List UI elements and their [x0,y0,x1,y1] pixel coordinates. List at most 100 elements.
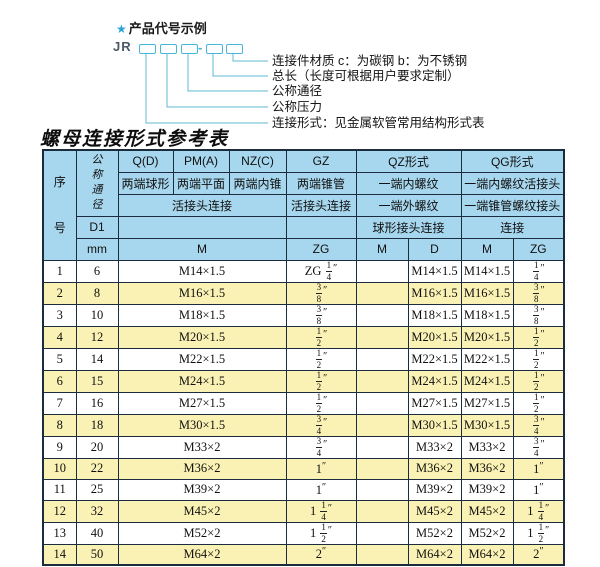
cell-qg-zg: 1 2 ″ [512,369,565,393]
cell-qg-m: M27×1.5 [460,391,514,415]
cell-gz: ZG 1 4 ″ [285,259,357,283]
cell-qg-zg: 3 4 ″ [512,435,565,459]
col-header-qd: Q(D) [117,149,174,173]
cell-qz-m [355,391,409,415]
code-label-diameter: 公称通径 [272,84,323,98]
cell-gz: 3 8 ″ [285,281,357,305]
cell-dn: 22 [75,457,119,480]
cell-dn: 10 [75,303,119,327]
cell-qg-m: M16×1.5 [460,281,514,305]
cell-dn: 14 [75,347,119,371]
cell-gz: 3 4 ″ [285,435,357,459]
cell-no: 11 [42,478,77,501]
cell-qz-m [355,259,409,283]
cell-qz-d: M36×2 [407,457,462,480]
cell-qz-m [355,521,409,545]
table-row: 14 50 M64×2 2″ M64×2 M64×2 2″ [42,543,565,566]
code-label-pressure: 公称压力 [272,100,323,114]
col-header-seq: 序号 [42,149,77,261]
inch-mark: ″ [540,394,545,406]
inch-mark: ″ [539,546,544,558]
col-header-seq-text: 序号 [53,175,66,236]
cell-gz: 2″ [285,543,357,566]
col-header-gz: GZ [285,149,357,173]
cell-no: 1 [42,259,77,283]
cell-qz-d: M52×2 [407,521,462,545]
col-header-m2: M [355,237,409,261]
cell-qz-d: M45×2 [407,499,462,523]
cell-qg-m: M18×1.5 [460,303,514,327]
desc-gz: 两端锥管 [285,171,357,195]
cell-no: 8 [42,413,77,437]
cell-qz-m [355,478,409,501]
table-row: 2 8 M16×1.5 3 8 ″ M16×1.5 M16×1.5 3 8 ″ [42,281,565,305]
cell-qg-zg: 3 4 ″ [512,413,565,437]
inch-mark: ″ [540,350,545,362]
cell-gz: 1″ [285,457,357,480]
inch-mark: ″ [323,416,328,428]
cell-m: M33×2 [117,435,287,459]
inch-mark: ″ [323,438,328,450]
cell-qz-d: M14×1.5 [407,259,462,283]
cell-no: 6 [42,369,77,393]
cell-qg-zg: 1 1 4 ″ [512,499,565,523]
inch-mark: ″ [322,460,327,472]
cell-qz-m [355,325,409,349]
union-connection-label: 活接头连接 [117,193,287,217]
cell-no: 7 [42,391,77,415]
cell-dn: 32 [75,499,119,523]
table-row: 3 10 M18×1.5 3 8 ″ M18×1.5 M18×1.5 3 8 ″ [42,303,565,327]
col-header-nzc: NZ(C) [228,149,287,173]
cell-gz: 3 8 ″ [285,303,357,327]
blank-cell [117,215,287,239]
qg-connection-label: 连接 [460,215,565,239]
cell-qz-m [355,543,409,566]
cell-dn: 16 [75,391,119,415]
table-row: 10 22 M36×2 1″ M36×2 M36×2 1″ [42,457,565,480]
inch-mark: ″ [545,502,550,514]
table-row: 12 32 M45×2 1 1 4 ″ M45×2 M45×2 1 1 4 ″ [42,499,565,523]
nut-connection-reference-table: 序号 公称通径 Q(D) PM(A) NZ(C) GZ QZ形式 QG形式 两端… [42,149,566,566]
cell-gz: 1″ [285,478,357,501]
table-row: 7 16 M27×1.5 1 2 ″ M27×1.5 M27×1.5 1 2 ″ [42,391,565,415]
inch-mark: ″ [323,328,328,340]
inch-mark: ″ [323,306,328,318]
code-box-5 [226,44,243,54]
col-header-pma: PM(A) [172,149,230,173]
desc-pma: 两端平面 [172,171,230,195]
cell-qg-m: M64×2 [460,543,514,566]
cell-dn: 8 [75,281,119,305]
cell-qg-m: M14×1.5 [460,259,514,283]
cell-dn: 15 [75,369,119,393]
cell-m: M20×1.5 [117,325,287,349]
cell-dn: 20 [75,435,119,459]
cell-m: M24×1.5 [117,369,287,393]
cell-m: M45×2 [117,499,287,523]
table-row: 1 6 M14×1.5 ZG 1 4 ″ M14×1.5 M14×1.5 1 4 ″ [42,259,565,283]
diagram-title-text: 产品代号示例 [128,21,207,36]
col-header-m1: M [117,237,287,261]
cell-qg-zg: 3 8 ″ [512,303,565,327]
cell-no: 13 [42,521,77,545]
cell-qg-m: M24×1.5 [460,369,514,393]
code-box-1 [139,44,156,54]
cell-qz-d: M16×1.5 [407,281,462,305]
table-row: 8 18 M30×1.5 3 4 ″ M30×1.5 M30×1.5 3 4 ″ [42,413,565,437]
cell-no: 12 [42,499,77,523]
cell-m: M64×2 [117,543,287,566]
cell-qz-d: M39×2 [407,478,462,501]
cell-qg-m: M52×2 [460,521,514,545]
